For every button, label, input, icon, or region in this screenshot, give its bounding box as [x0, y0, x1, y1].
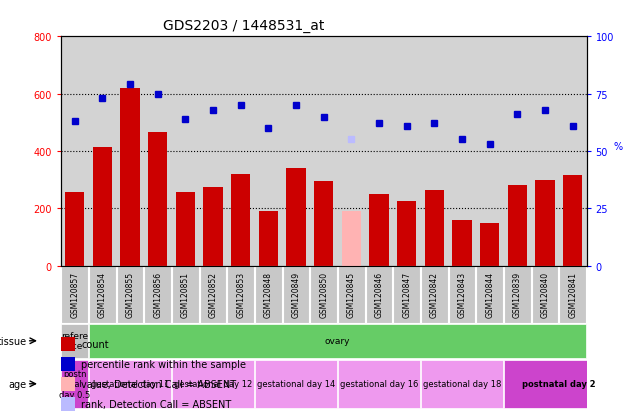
- FancyBboxPatch shape: [310, 266, 337, 323]
- Text: age: age: [8, 379, 27, 389]
- Bar: [259, 211, 278, 266]
- Bar: [62, 360, 88, 408]
- Text: tissue: tissue: [0, 336, 27, 346]
- FancyBboxPatch shape: [62, 266, 88, 323]
- Text: GSM120845: GSM120845: [347, 271, 356, 318]
- Text: postnatal day 2: postnatal day 2: [522, 380, 595, 388]
- Bar: [314, 182, 333, 266]
- FancyBboxPatch shape: [117, 266, 144, 323]
- Bar: [121, 89, 140, 266]
- FancyBboxPatch shape: [89, 266, 115, 323]
- FancyBboxPatch shape: [394, 266, 420, 323]
- Text: GSM120846: GSM120846: [374, 271, 383, 318]
- Text: GSM120849: GSM120849: [292, 271, 301, 318]
- FancyBboxPatch shape: [449, 266, 476, 323]
- Text: GDS2203 / 1448531_at: GDS2203 / 1448531_at: [163, 19, 324, 33]
- FancyBboxPatch shape: [228, 266, 254, 323]
- FancyBboxPatch shape: [476, 266, 503, 323]
- FancyBboxPatch shape: [283, 266, 310, 323]
- Text: GSM120853: GSM120853: [237, 271, 246, 318]
- Text: count: count: [81, 339, 109, 349]
- Bar: [508, 186, 527, 266]
- Bar: [231, 174, 251, 266]
- Bar: [535, 180, 554, 266]
- Text: GSM120839: GSM120839: [513, 271, 522, 318]
- Text: GSM120851: GSM120851: [181, 272, 190, 318]
- Text: GSM120850: GSM120850: [319, 271, 328, 318]
- Bar: [563, 176, 583, 266]
- FancyBboxPatch shape: [366, 266, 392, 323]
- Bar: [504, 360, 613, 408]
- FancyBboxPatch shape: [172, 266, 199, 323]
- Bar: [176, 193, 195, 266]
- Text: GSM120841: GSM120841: [568, 272, 577, 318]
- Text: GSM120852: GSM120852: [208, 272, 217, 318]
- Text: GSM120847: GSM120847: [402, 271, 411, 318]
- Text: postn
atal
day 0.5: postn atal day 0.5: [59, 369, 90, 399]
- Y-axis label: %: %: [613, 142, 622, 152]
- Text: GSM120854: GSM120854: [98, 271, 107, 318]
- Text: value, Detection Call = ABSENT: value, Detection Call = ABSENT: [81, 379, 237, 389]
- Text: GSM120855: GSM120855: [126, 271, 135, 318]
- Bar: [425, 190, 444, 266]
- Bar: [148, 133, 167, 266]
- Bar: [93, 147, 112, 266]
- Text: gestational day 14: gestational day 14: [257, 380, 335, 388]
- Text: GSM120842: GSM120842: [430, 272, 439, 318]
- Bar: [421, 360, 503, 408]
- Text: gestational day 16: gestational day 16: [340, 380, 418, 388]
- FancyBboxPatch shape: [560, 266, 586, 323]
- FancyBboxPatch shape: [532, 266, 558, 323]
- FancyBboxPatch shape: [338, 266, 365, 323]
- Text: ovary: ovary: [325, 337, 350, 345]
- Bar: [172, 360, 254, 408]
- FancyBboxPatch shape: [200, 266, 226, 323]
- Bar: [203, 187, 222, 266]
- FancyBboxPatch shape: [504, 266, 531, 323]
- Text: GSM120844: GSM120844: [485, 271, 494, 318]
- Bar: [338, 360, 420, 408]
- Text: gestational day 11: gestational day 11: [91, 380, 169, 388]
- Bar: [480, 223, 499, 266]
- Text: percentile rank within the sample: percentile rank within the sample: [81, 359, 246, 369]
- FancyBboxPatch shape: [421, 266, 447, 323]
- Bar: [453, 220, 472, 266]
- Text: GSM120843: GSM120843: [458, 271, 467, 318]
- Bar: [89, 360, 171, 408]
- Text: gestational day 18: gestational day 18: [423, 380, 501, 388]
- Bar: [62, 324, 88, 358]
- Text: GSM120856: GSM120856: [153, 271, 162, 318]
- Bar: [342, 211, 361, 266]
- FancyBboxPatch shape: [255, 266, 281, 323]
- Text: refere
nce: refere nce: [61, 331, 88, 351]
- Text: gestational day 12: gestational day 12: [174, 380, 252, 388]
- FancyBboxPatch shape: [144, 266, 171, 323]
- Bar: [369, 195, 388, 266]
- Text: GSM120840: GSM120840: [540, 271, 549, 318]
- Text: rank, Detection Call = ABSENT: rank, Detection Call = ABSENT: [81, 399, 231, 409]
- Bar: [65, 193, 85, 266]
- Bar: [397, 202, 417, 266]
- Bar: [255, 360, 337, 408]
- Text: GSM120848: GSM120848: [264, 272, 273, 318]
- Bar: [287, 169, 306, 266]
- Text: GSM120857: GSM120857: [71, 271, 79, 318]
